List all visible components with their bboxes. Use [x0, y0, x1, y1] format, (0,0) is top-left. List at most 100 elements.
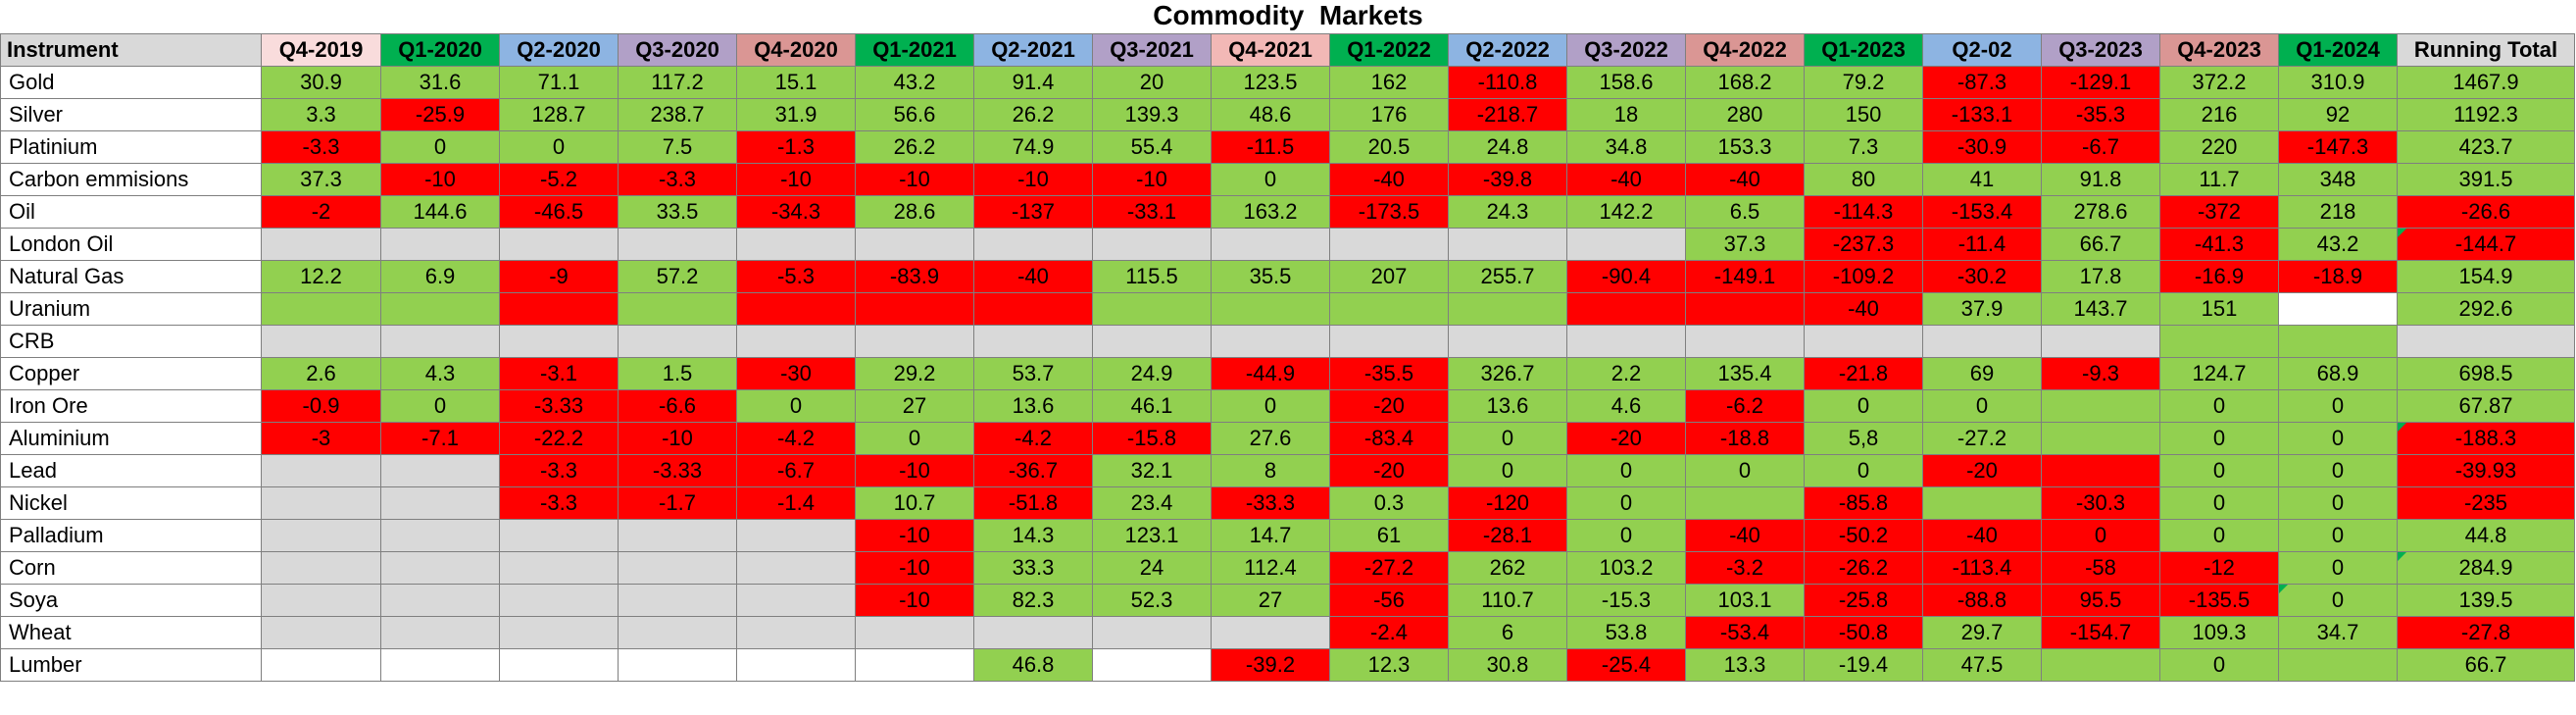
value-cell[interactable]: 43.2 [855, 66, 974, 99]
value-cell[interactable]: -26.6 [2397, 195, 2575, 229]
value-cell[interactable]: 0 [2159, 648, 2279, 682]
value-cell[interactable] [261, 584, 381, 617]
value-cell[interactable]: -21.8 [1804, 357, 1923, 390]
instrument-name-cell[interactable]: Corn [0, 551, 262, 585]
value-cell[interactable]: 20 [1092, 66, 1212, 99]
value-cell[interactable]: 110.7 [1448, 584, 1567, 617]
value-cell[interactable] [380, 454, 500, 487]
value-cell[interactable]: -25.8 [1804, 584, 1923, 617]
value-cell[interactable]: -10 [855, 519, 974, 552]
value-cell[interactable] [618, 616, 737, 649]
value-cell[interactable] [499, 292, 619, 326]
value-cell[interactable]: 124.7 [2159, 357, 2279, 390]
value-cell[interactable]: 67.87 [2397, 389, 2575, 423]
value-cell[interactable]: 55.4 [1092, 130, 1212, 164]
value-cell[interactable]: 0 [2278, 389, 2398, 423]
value-cell[interactable]: 207 [1329, 260, 1449, 293]
value-cell[interactable]: -85.8 [1804, 486, 1923, 520]
value-cell[interactable] [855, 292, 974, 326]
value-cell[interactable]: -40 [1685, 519, 1805, 552]
value-cell[interactable] [1211, 616, 1330, 649]
value-cell[interactable]: 12.2 [261, 260, 381, 293]
column-header[interactable]: Q3-2021 [1092, 33, 1212, 67]
value-cell[interactable]: 216 [2159, 98, 2279, 131]
value-cell[interactable]: -6.6 [618, 389, 737, 423]
value-cell[interactable]: -129.1 [2041, 66, 2160, 99]
value-cell[interactable] [261, 519, 381, 552]
value-cell[interactable]: 74.9 [973, 130, 1093, 164]
value-cell[interactable]: 24 [1092, 551, 1212, 585]
value-cell[interactable] [855, 648, 974, 682]
value-cell[interactable]: -237.3 [1804, 228, 1923, 261]
value-cell[interactable] [973, 228, 1093, 261]
value-cell[interactable]: 1.5 [618, 357, 737, 390]
value-cell[interactable]: 698.5 [2397, 357, 2575, 390]
value-cell[interactable] [2041, 648, 2160, 682]
value-cell[interactable] [1092, 292, 1212, 326]
value-cell[interactable] [2278, 292, 2398, 326]
value-cell[interactable]: -30.3 [2041, 486, 2160, 520]
value-cell[interactable]: 35.5 [1211, 260, 1330, 293]
value-cell[interactable]: 163.2 [1211, 195, 1330, 229]
value-cell[interactable]: 13.6 [1448, 389, 1567, 423]
value-cell[interactable]: 57.2 [618, 260, 737, 293]
value-cell[interactable] [1329, 228, 1449, 261]
value-cell[interactable] [499, 648, 619, 682]
instrument-name-cell[interactable]: Iron Ore [0, 389, 262, 423]
value-cell[interactable]: 11.7 [2159, 163, 2279, 196]
value-cell[interactable]: -27.2 [1329, 551, 1449, 585]
instrument-name-cell[interactable]: Platinium [0, 130, 262, 164]
value-cell[interactable]: 79.2 [1804, 66, 1923, 99]
value-cell[interactable]: -10 [618, 422, 737, 455]
value-cell[interactable] [499, 519, 619, 552]
value-cell[interactable] [499, 325, 619, 358]
value-cell[interactable]: -53.4 [1685, 616, 1805, 649]
value-cell[interactable]: -20 [1329, 389, 1449, 423]
value-cell[interactable]: 4.3 [380, 357, 500, 390]
value-cell[interactable]: -5.3 [736, 260, 856, 293]
column-header[interactable]: Q4-2019 [261, 33, 381, 67]
header-instrument[interactable]: Instrument [0, 33, 262, 67]
value-cell[interactable]: 348 [2278, 163, 2398, 196]
instrument-name-cell[interactable]: Copper [0, 357, 262, 390]
value-cell[interactable]: -35.5 [1329, 357, 1449, 390]
value-cell[interactable] [2278, 325, 2398, 358]
value-cell[interactable]: 0 [1211, 389, 1330, 423]
value-cell[interactable] [1922, 486, 2042, 520]
value-cell[interactable]: 34.8 [1566, 130, 1686, 164]
value-cell[interactable]: -10 [973, 163, 1093, 196]
value-cell[interactable]: 31.9 [736, 98, 856, 131]
value-cell[interactable]: 71.1 [499, 66, 619, 99]
value-cell[interactable]: -40 [1329, 163, 1449, 196]
value-cell[interactable]: -83.9 [855, 260, 974, 293]
value-cell[interactable]: 123.1 [1092, 519, 1212, 552]
value-cell[interactable]: 82.3 [973, 584, 1093, 617]
value-cell[interactable]: 68.9 [2278, 357, 2398, 390]
column-header[interactable]: Q4-2020 [736, 33, 856, 67]
value-cell[interactable]: -10 [855, 454, 974, 487]
value-cell[interactable]: -28.1 [1448, 519, 1567, 552]
value-cell[interactable] [736, 551, 856, 585]
value-cell[interactable]: 310.9 [2278, 66, 2398, 99]
value-cell[interactable]: 0.3 [1329, 486, 1449, 520]
value-cell[interactable] [380, 325, 500, 358]
value-cell[interactable]: 0 [2159, 519, 2279, 552]
column-header[interactable]: Q1-2020 [380, 33, 500, 67]
column-header[interactable]: Q1-2022 [1329, 33, 1449, 67]
value-cell[interactable] [380, 486, 500, 520]
value-cell[interactable] [261, 454, 381, 487]
value-cell[interactable] [1685, 325, 1805, 358]
value-cell[interactable]: 0 [2159, 486, 2279, 520]
value-cell[interactable]: -39.8 [1448, 163, 1567, 196]
value-cell[interactable]: 123.5 [1211, 66, 1330, 99]
value-cell[interactable] [499, 616, 619, 649]
column-header[interactable]: Q4-2021 [1211, 33, 1330, 67]
value-cell[interactable] [1329, 325, 1449, 358]
column-header[interactable]: Q1-2023 [1804, 33, 1923, 67]
value-cell[interactable]: 6 [1448, 616, 1567, 649]
value-cell[interactable]: -19.4 [1804, 648, 1923, 682]
value-cell[interactable]: -1.3 [736, 130, 856, 164]
value-cell[interactable]: 0 [2278, 486, 2398, 520]
value-cell[interactable]: 2.2 [1566, 357, 1686, 390]
value-cell[interactable]: 0 [1685, 454, 1805, 487]
